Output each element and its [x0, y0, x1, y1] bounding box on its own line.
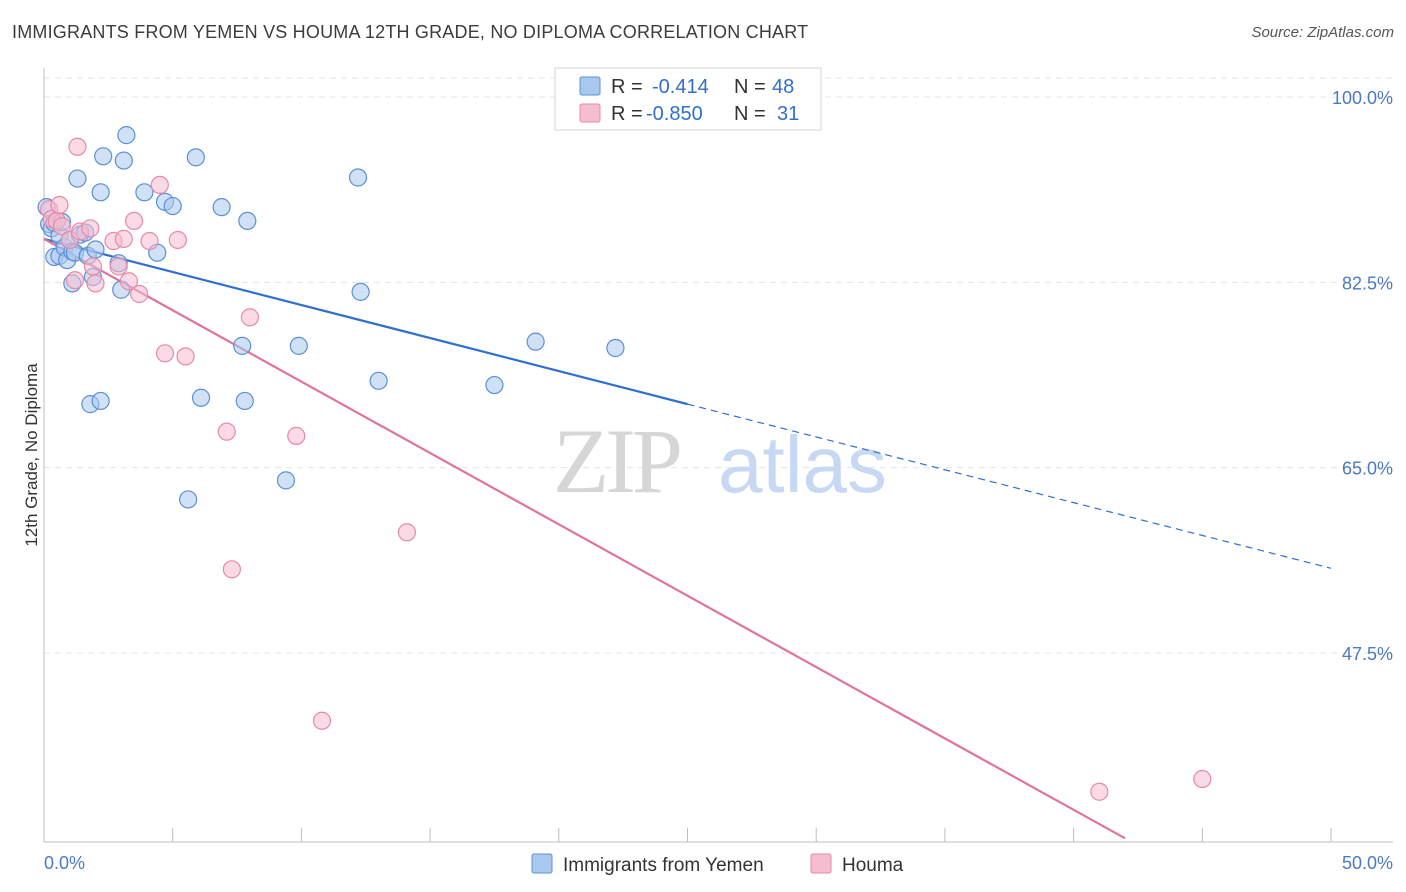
chart-title: IMMIGRANTS FROM YEMEN VS HOUMA 12TH GRAD… [12, 22, 809, 42]
legend-r-value-2: -0.850 [646, 103, 703, 125]
point-houma [81, 219, 100, 238]
point-houma [124, 211, 144, 231]
point-yemen [179, 490, 198, 509]
legend-n-label-1: N = [734, 76, 766, 98]
point-yemen [135, 183, 154, 202]
gridlines [44, 77, 1393, 654]
trend-line-yemen [43, 237, 688, 406]
trend-line-yemen-extension [687, 403, 1332, 569]
point-yemen [351, 282, 370, 301]
data-points [37, 126, 1212, 801]
y-tick-label: 65.0% [1342, 459, 1393, 479]
point-yemen [276, 471, 296, 490]
point-houma [114, 229, 133, 249]
point-yemen [348, 168, 368, 187]
point-yemen [485, 375, 504, 395]
legend-r-label-2: R = [611, 103, 643, 125]
point-houma [65, 271, 84, 290]
trend-lines [43, 237, 1332, 840]
point-houma [168, 230, 187, 250]
point-houma [287, 426, 306, 445]
bottom-legend-swatch-yemen [531, 853, 553, 874]
point-houma [240, 308, 260, 327]
legend-swatch-houma [579, 103, 601, 123]
point-houma [155, 344, 175, 363]
legend-n-value-1: 48 [772, 76, 794, 98]
chart-source: Source: ZipAtlas.com [1251, 24, 1394, 41]
point-yemen [606, 338, 625, 358]
x-axis-ticks [43, 828, 1332, 842]
point-yemen [117, 126, 136, 145]
x-tick-label-max: 50.0% [1342, 853, 1393, 873]
x-axis-tick-labels: 0.0% 50.0% [44, 853, 1393, 873]
point-yemen [212, 198, 231, 217]
point-houma [109, 257, 128, 276]
point-houma [150, 175, 169, 195]
y-tick-label: 47.5% [1342, 644, 1393, 664]
legend-r-label-1: R = [611, 76, 643, 98]
point-houma [50, 195, 69, 215]
point-houma [86, 274, 105, 293]
point-yemen [86, 240, 105, 259]
point-yemen [94, 147, 113, 166]
point-yemen [191, 388, 211, 407]
point-houma [397, 523, 417, 542]
y-tick-label: 82.5% [1342, 273, 1393, 293]
bottom-legend-swatch-houma [810, 853, 832, 874]
point-houma [1090, 782, 1109, 801]
point-houma [140, 231, 159, 251]
x-tick-label-min: 0.0% [44, 853, 85, 873]
bottom-legend: Immigrants from Yemen Houma [531, 853, 904, 876]
bottom-legend-label-yemen: Immigrants from Yemen [563, 855, 764, 876]
point-yemen [289, 336, 308, 355]
watermark: ZIP atlas [553, 410, 887, 512]
legend-box: R = -0.414 N = 48 R = -0.850 N = 31 [554, 67, 822, 131]
point-yemen [91, 391, 110, 411]
watermark-atlas: atlas [718, 420, 887, 509]
point-yemen [91, 183, 110, 202]
point-houma [130, 284, 149, 304]
point-yemen [369, 371, 388, 390]
watermark-zip: ZIP [553, 410, 680, 512]
y-axis-title: 12th Grade, No Diploma [22, 363, 41, 547]
point-yemen [526, 332, 545, 351]
point-yemen [238, 211, 257, 231]
point-houma [1193, 769, 1212, 789]
point-houma [176, 347, 195, 366]
y-axis-tick-labels: 100.0% 82.5% 65.0% 47.5% [1332, 88, 1393, 664]
legend-swatch-yemen [579, 76, 601, 96]
point-yemen [163, 196, 182, 216]
point-houma [68, 137, 87, 156]
point-houma [52, 217, 72, 236]
point-houma [119, 272, 139, 291]
point-yemen [186, 148, 205, 167]
point-yemen [114, 151, 133, 170]
point-yemen [233, 336, 252, 355]
point-yemen [68, 169, 87, 188]
point-houma [217, 422, 236, 441]
point-houma [83, 257, 103, 276]
legend-n-label-2: N = [734, 103, 766, 125]
y-tick-label: 100.0% [1332, 88, 1393, 108]
trend-line-houma [43, 237, 1126, 840]
legend-r-value-1: -0.414 [652, 76, 709, 98]
point-houma [222, 560, 242, 579]
point-yemen [235, 391, 254, 411]
point-houma [312, 711, 332, 730]
legend-n-value-2: 31 [777, 103, 799, 125]
bottom-legend-label-houma: Houma [842, 855, 904, 876]
